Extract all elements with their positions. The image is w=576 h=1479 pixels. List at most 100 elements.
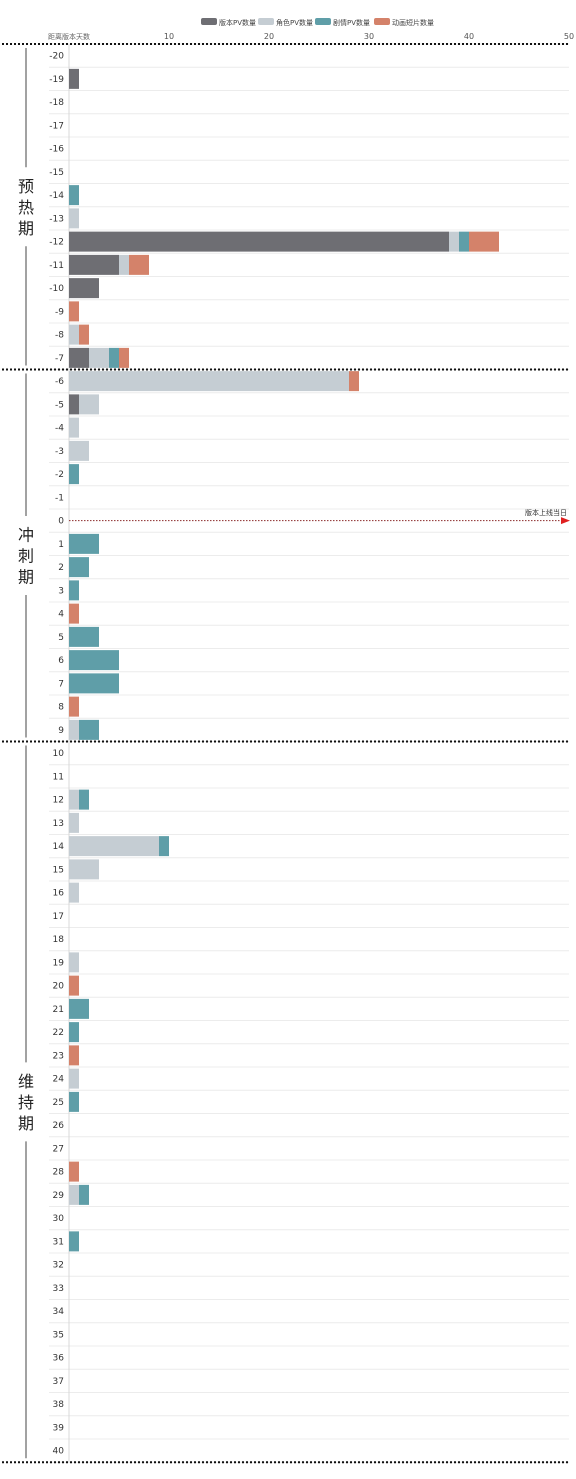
phase-label-char: 维 — [18, 1072, 34, 1091]
y-tick-label: -17 — [49, 121, 64, 131]
y-tick-label: 23 — [53, 1051, 64, 1061]
phase-label-char: 冲 — [18, 526, 34, 545]
bar-segment — [79, 719, 99, 740]
y-tick-label: 21 — [53, 1005, 64, 1015]
y-tick-label: 31 — [53, 1237, 64, 1247]
bar-segment — [109, 347, 119, 368]
y-tick-label: -11 — [49, 261, 64, 271]
bar-segment — [69, 812, 79, 833]
bar-segment — [79, 394, 99, 415]
bar-segment — [69, 301, 79, 322]
y-tick-label: 3 — [58, 586, 64, 596]
gridlines — [49, 43, 569, 1463]
x-tick-label: 20 — [264, 32, 274, 41]
bar-segment — [79, 1184, 89, 1205]
bar-segment — [69, 254, 119, 275]
bar-segment — [449, 231, 459, 252]
bar-segment — [69, 952, 79, 973]
bar-segment — [129, 254, 149, 275]
y-axis-labels: -20-19-18-17-16-15-14-13-12-11-10-9-8-7-… — [49, 52, 64, 1457]
bar-segment — [69, 371, 349, 392]
y-tick-label: 17 — [53, 912, 64, 922]
y-tick-label: -18 — [49, 98, 64, 108]
y-tick-label: -4 — [55, 424, 64, 434]
y-tick-label: -15 — [49, 168, 64, 178]
phase-label-char: 期 — [18, 568, 34, 587]
y-tick-label: 19 — [53, 958, 65, 968]
bar-segment — [69, 1184, 79, 1205]
y-tick-label: 12 — [53, 796, 64, 806]
bar-segment — [69, 208, 79, 229]
legend-label: 版本PV数量 — [219, 18, 256, 27]
y-tick-label: 26 — [53, 1121, 65, 1131]
legend-swatch — [315, 18, 331, 25]
bar-segment — [459, 231, 469, 252]
y-tick-label: -20 — [49, 52, 64, 62]
legend-swatch — [374, 18, 390, 25]
bar-segment — [69, 580, 79, 601]
bar-segment — [119, 254, 129, 275]
bar-segment — [69, 673, 119, 694]
y-tick-label: 2 — [58, 563, 64, 573]
bar-segment — [69, 650, 119, 671]
bar-segment — [69, 696, 79, 717]
x-tick-label: 30 — [364, 32, 374, 41]
y-tick-label: -5 — [55, 400, 64, 410]
y-tick-label: 27 — [53, 1144, 64, 1154]
bar-segment — [89, 347, 109, 368]
bar-segment — [119, 347, 129, 368]
y-tick-label: 5 — [58, 633, 64, 643]
y-tick-label: 40 — [53, 1447, 65, 1457]
y-tick-label: -8 — [55, 331, 64, 341]
bar-segment — [69, 557, 89, 578]
bar-segment — [69, 626, 99, 647]
legend-label: 动画短片数量 — [392, 18, 434, 27]
legend-label: 剧情PV数量 — [333, 18, 370, 27]
bar-segment — [69, 1091, 79, 1112]
y-tick-label: 20 — [53, 982, 65, 992]
bar-segment — [69, 836, 159, 857]
y-tick-label: -1 — [55, 493, 64, 503]
y-tick-label: 33 — [53, 1284, 64, 1294]
y-tick-label: 15 — [53, 865, 64, 875]
x-tick-label: 40 — [464, 32, 474, 41]
bar-segment — [69, 1161, 79, 1182]
y-tick-label: 14 — [53, 842, 65, 852]
y-tick-label: -6 — [55, 377, 64, 387]
bar-segment — [69, 882, 79, 903]
bar-segment — [69, 324, 79, 345]
y-tick-label: 28 — [53, 1168, 65, 1178]
y-tick-label: 11 — [53, 772, 64, 782]
y-tick-label: -14 — [49, 191, 64, 201]
y-tick-label: 38 — [53, 1400, 65, 1410]
y-tick-label: 8 — [58, 703, 64, 713]
y-tick-label: 13 — [53, 819, 64, 829]
bar-segment — [159, 836, 169, 857]
y-tick-label: 22 — [53, 1028, 64, 1038]
bar-segment — [69, 1231, 79, 1252]
phase-label-char: 持 — [18, 1093, 34, 1112]
y-tick-label: 10 — [53, 749, 65, 759]
bar-segment — [69, 185, 79, 206]
x-tick-label: 10 — [164, 32, 174, 41]
y-tick-label: 35 — [53, 1330, 64, 1340]
bar-segment — [69, 533, 99, 554]
phase-label-char: 热 — [18, 198, 34, 217]
bar-segment — [69, 394, 79, 415]
bar-segment — [69, 347, 89, 368]
bar-segment — [79, 789, 89, 810]
y-tick-label: 1 — [58, 540, 64, 550]
y-tick-label: 32 — [53, 1261, 64, 1271]
bar-segment — [69, 603, 79, 624]
y-tick-label: -13 — [49, 214, 64, 224]
bar-segment — [69, 859, 99, 880]
phase-label-char: 期 — [18, 1114, 34, 1133]
x-axis-title: 距离版本天数 — [48, 32, 90, 41]
bar-segment — [69, 417, 79, 438]
y-tick-label: 25 — [53, 1098, 64, 1108]
y-tick-label: -7 — [55, 354, 64, 364]
bar-segment — [69, 789, 79, 810]
y-tick-label: 24 — [53, 1075, 65, 1085]
